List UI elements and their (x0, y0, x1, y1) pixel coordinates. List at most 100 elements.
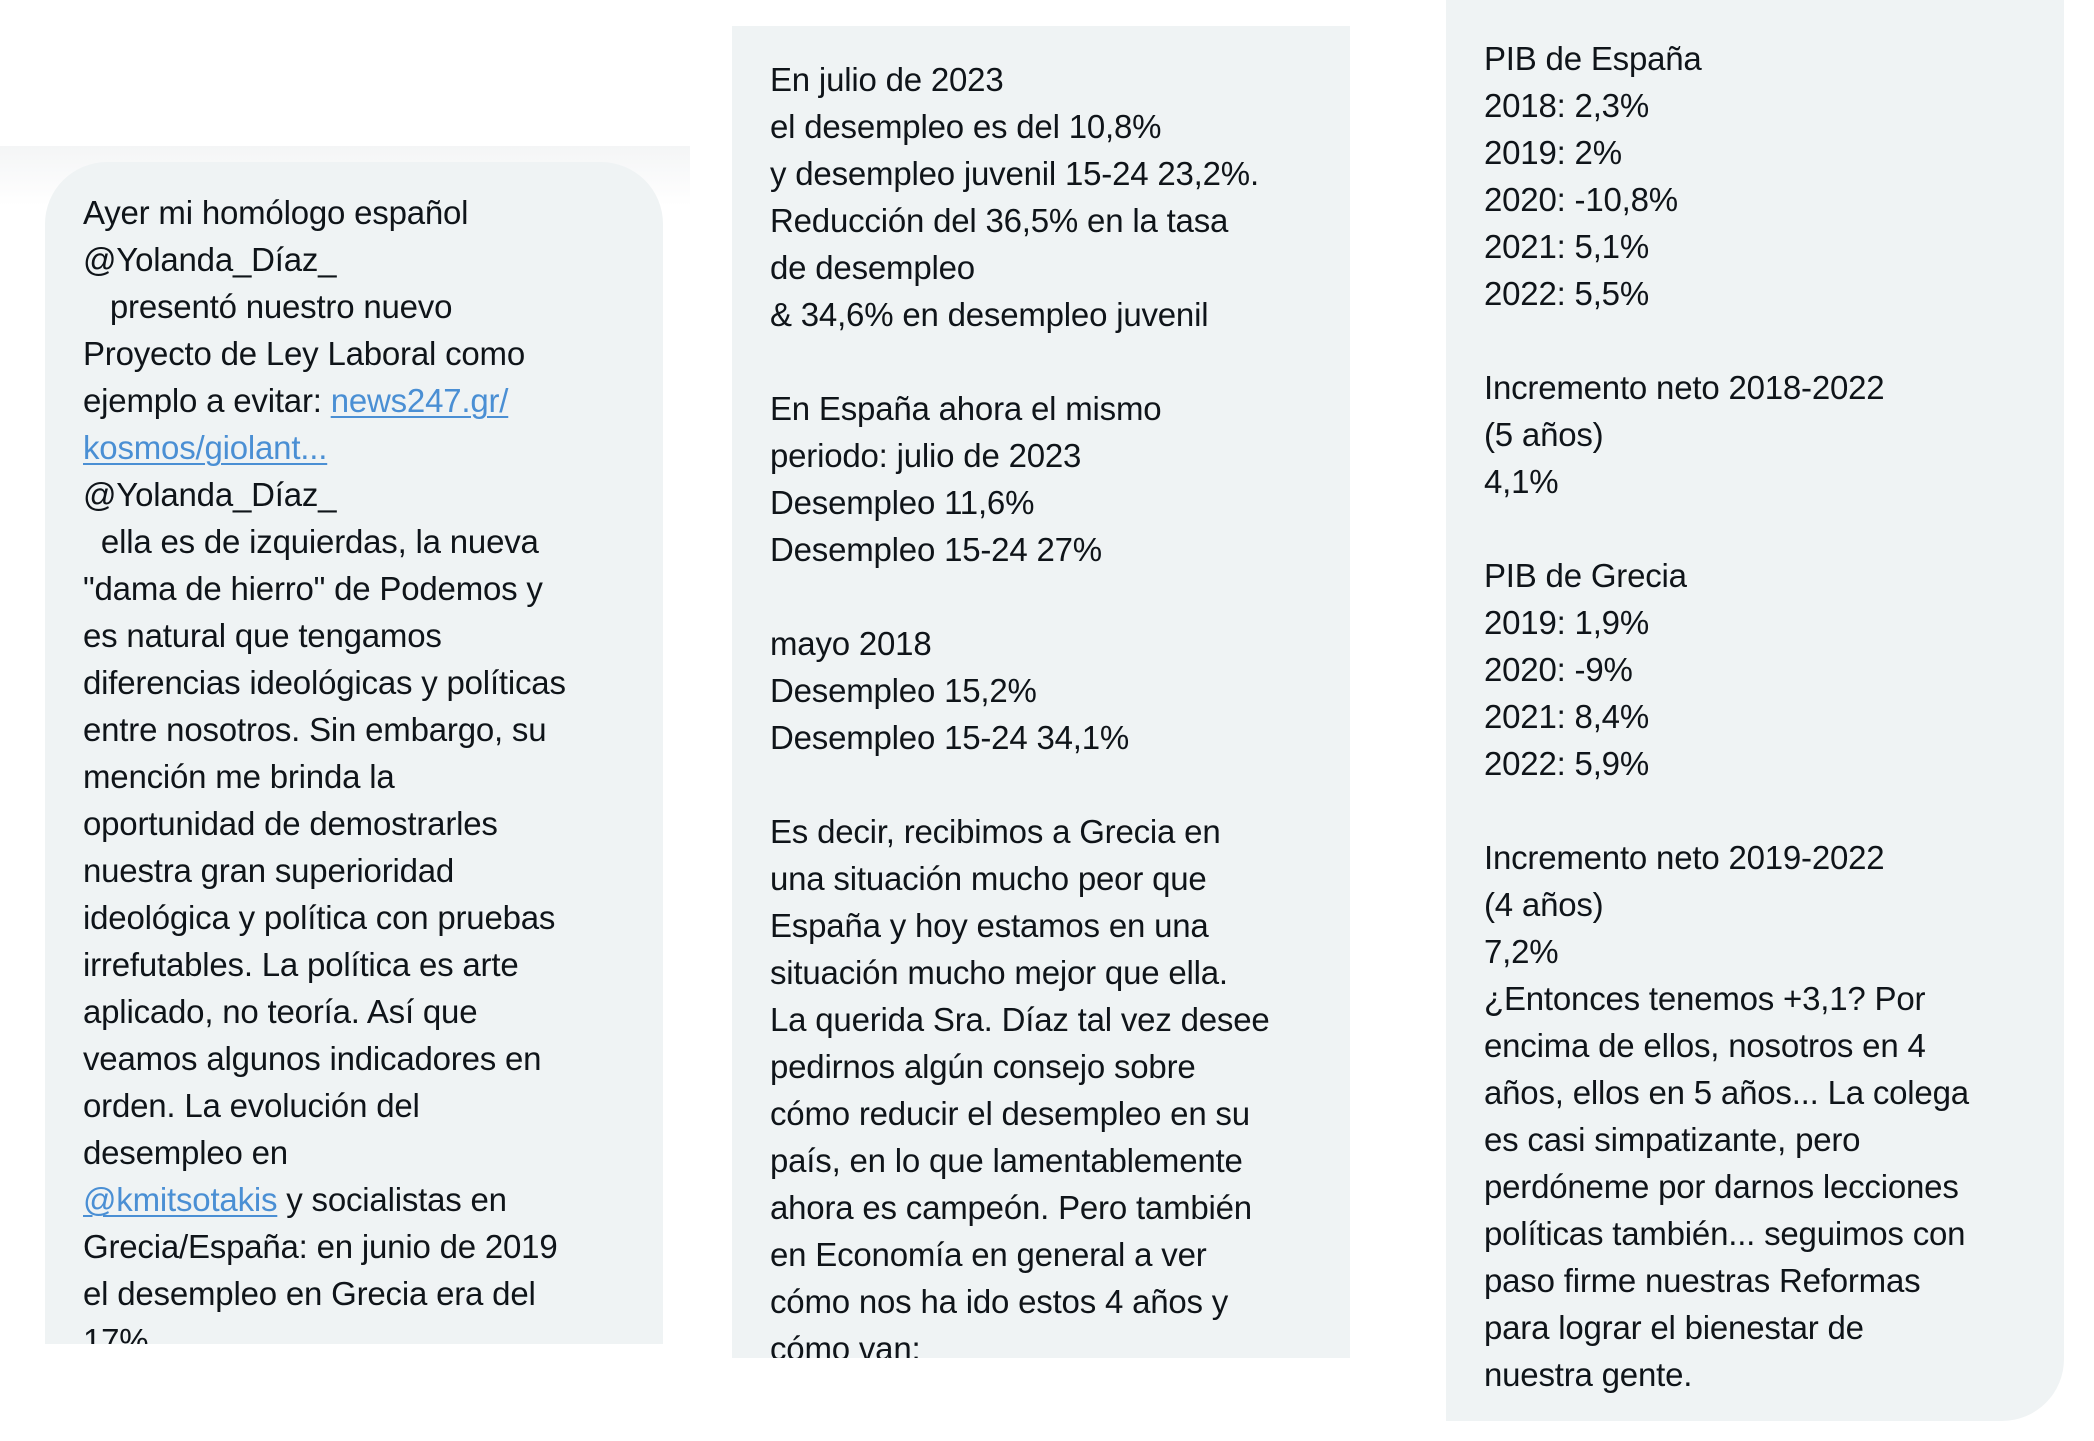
mention-link[interactable]: @kmitsotakis (83, 1181, 278, 1218)
text-segment: Desempleo 15,2% (770, 672, 1037, 709)
text-segment: 7,2% (1484, 933, 1559, 970)
text-segment: 4,1% (1484, 463, 1559, 500)
text-segment: En España ahora el mismo (770, 390, 1162, 427)
text-line: encima de ellos, nosotros en 4 (1484, 1022, 1969, 1069)
text-line: Ayer mi homólogo español (83, 189, 566, 236)
text-line: diferencias ideológicas y políticas (83, 659, 566, 706)
text-line: kosmos/giolant... (83, 424, 566, 471)
text-line: ideológica y política con pruebas (83, 894, 566, 941)
tweet-text-lines: PIB de España 2018: 2,3% 2019: 2% 2020: -10… (1484, 35, 1969, 1398)
text-segment: 2022: 5,9% (1484, 745, 1649, 782)
text-line: PIB de España (1484, 35, 1969, 82)
text-segment: Reducción del 36,5% en la tasa (770, 202, 1229, 239)
text-segment: 2022: 5,5% (1484, 275, 1649, 312)
text-line: 2021: 8,4% (1484, 693, 1969, 740)
text-line: (5 años) (1484, 411, 1969, 458)
text-line: "dama de hierro" de Podemos y (83, 565, 566, 612)
text-line: 7,2% (1484, 928, 1969, 975)
text-segment: país, en lo que lamentablemente (770, 1142, 1243, 1179)
text-segment: (5 años) (1484, 416, 1604, 453)
text-line (770, 573, 1270, 620)
text-line: años, ellos en 5 años... La colega (1484, 1069, 1969, 1116)
text-line: es natural que tengamos (83, 612, 566, 659)
text-segment: oportunidad de demostrarles (83, 805, 498, 842)
text-line: España y hoy estamos en una (770, 902, 1270, 949)
text-segment: nuestra gente. (1484, 1356, 1693, 1393)
text-segment: cómo reducir el desempleo en su (770, 1095, 1250, 1132)
text-line: cómo reducir el desempleo en su (770, 1090, 1270, 1137)
text-segment: mención me brinda la (83, 758, 395, 795)
text-segment: PIB de España (1484, 40, 1702, 77)
text-line: Es decir, recibimos a Grecia en (770, 808, 1270, 855)
text-segment: ahora es campeón. Pero también (770, 1189, 1252, 1226)
text-line: y desempleo juvenil 15-24 23,2%. (770, 150, 1270, 197)
text-segment: 2018: 2,3% (1484, 87, 1649, 124)
text-line: presentó nuestro nuevo (83, 283, 566, 330)
text-segment: @Yolanda_Díaz_ (83, 241, 337, 278)
text-segment: diferencias ideológicas y políticas (83, 664, 566, 701)
text-line: 2022: 5,5% (1484, 270, 1969, 317)
tweet-text-lines: En julio de 2023 el desempleo es del 10,8… (770, 56, 1270, 1358)
text-line: nuestra gran superioridad (83, 847, 566, 894)
text-segment: Proyecto de Ley Laboral como (83, 335, 525, 372)
text-segment: políticas también... seguimos con (1484, 1215, 1966, 1252)
text-line: 17% (83, 1317, 566, 1344)
text-line: orden. La evolución del (83, 1082, 566, 1129)
text-line: Reducción del 36,5% en la tasa (770, 197, 1270, 244)
text-line: 2022: 5,9% (1484, 740, 1969, 787)
text-segment: Desempleo 15-24 34,1% (770, 719, 1130, 756)
text-segment: Es decir, recibimos a Grecia en (770, 813, 1221, 850)
text-segment: Desempleo 15-24 27% (770, 531, 1102, 568)
text-line: situación mucho mejor que ella. (770, 949, 1270, 996)
text-segment: para lograr el bienestar de (1484, 1309, 1864, 1346)
text-line: en Economía en general a ver (770, 1231, 1270, 1278)
text-segment: 2021: 5,1% (1484, 228, 1649, 265)
text-line: & 34,6% en desempleo juvenil (770, 291, 1270, 338)
text-line: entre nosotros. Sin embargo, su (83, 706, 566, 753)
text-segment: es casi simpatizante, pero (1484, 1121, 1861, 1158)
text-segment: Grecia/España: en junio de 2019 (83, 1228, 558, 1265)
text-line: perdóneme por darnos lecciones (1484, 1163, 1969, 1210)
text-line: PIB de Grecia (1484, 552, 1969, 599)
tweet-text-panel-3: PIB de España 2018: 2,3% 2019: 2% 2020: -10… (1446, 0, 2064, 1421)
text-segment: entre nosotros. Sin embargo, su (83, 711, 547, 748)
text-line: ahora es campeón. Pero también (770, 1184, 1270, 1231)
text-line: Grecia/España: en junio de 2019 (83, 1223, 566, 1270)
text-segment: ejemplo a evitar: (83, 382, 331, 419)
url-link[interactable]: kosmos/giolant... (83, 429, 328, 466)
text-line: Desempleo 15-24 34,1% (770, 714, 1270, 761)
tweet-text-lines: Ayer mi homólogo español @Yolanda_Díaz_ p… (83, 189, 566, 1344)
text-segment: aplicado, no teoría. Así que (83, 993, 478, 1030)
text-segment: 17% (83, 1322, 149, 1344)
text-line: 2021: 5,1% (1484, 223, 1969, 270)
text-line: para lograr el bienestar de (1484, 1304, 1969, 1351)
text-line: Incremento neto 2019-2022 (1484, 834, 1969, 881)
tweet-text-panel-1: Ayer mi homólogo español @Yolanda_Díaz_ p… (45, 162, 663, 1344)
text-line (1484, 505, 1969, 552)
text-line: @Yolanda_Díaz_ (83, 471, 566, 518)
text-segment: periodo: julio de 2023 (770, 437, 1082, 474)
text-line: La querida Sra. Díaz tal vez desee (770, 996, 1270, 1043)
text-line (770, 761, 1270, 808)
text-segment: & 34,6% en desempleo juvenil (770, 296, 1209, 333)
text-line: oportunidad de demostrarles (83, 800, 566, 847)
text-line: ¿Entonces tenemos +3,1? Por (1484, 975, 1969, 1022)
text-segment: cómo van: (770, 1330, 921, 1358)
text-segment: años, ellos en 5 años... La colega (1484, 1074, 1969, 1111)
text-segment: y socialistas en (277, 1181, 507, 1218)
url-link[interactable]: news247.gr/ (330, 382, 509, 419)
text-line: nuestra gente. (1484, 1351, 1969, 1398)
text-line: 2018: 2,3% (1484, 82, 1969, 129)
text-line: país, en lo que lamentablemente (770, 1137, 1270, 1184)
text-line: paso firme nuestras Reformas (1484, 1257, 1969, 1304)
text-segment: 2019: 1,9% (1484, 604, 1649, 641)
text-line: Proyecto de Ley Laboral como (83, 330, 566, 377)
text-line: el desempleo es del 10,8% (770, 103, 1270, 150)
text-segment: desempleo en (83, 1134, 288, 1171)
text-line: @kmitsotakis y socialistas en (83, 1176, 566, 1223)
text-segment: pedirnos algún consejo sobre (770, 1048, 1196, 1085)
text-line: es casi simpatizante, pero (1484, 1116, 1969, 1163)
text-segment: 2020: -9% (1484, 651, 1633, 688)
text-line: irrefutables. La política es arte (83, 941, 566, 988)
text-line: Incremento neto 2018-2022 (1484, 364, 1969, 411)
